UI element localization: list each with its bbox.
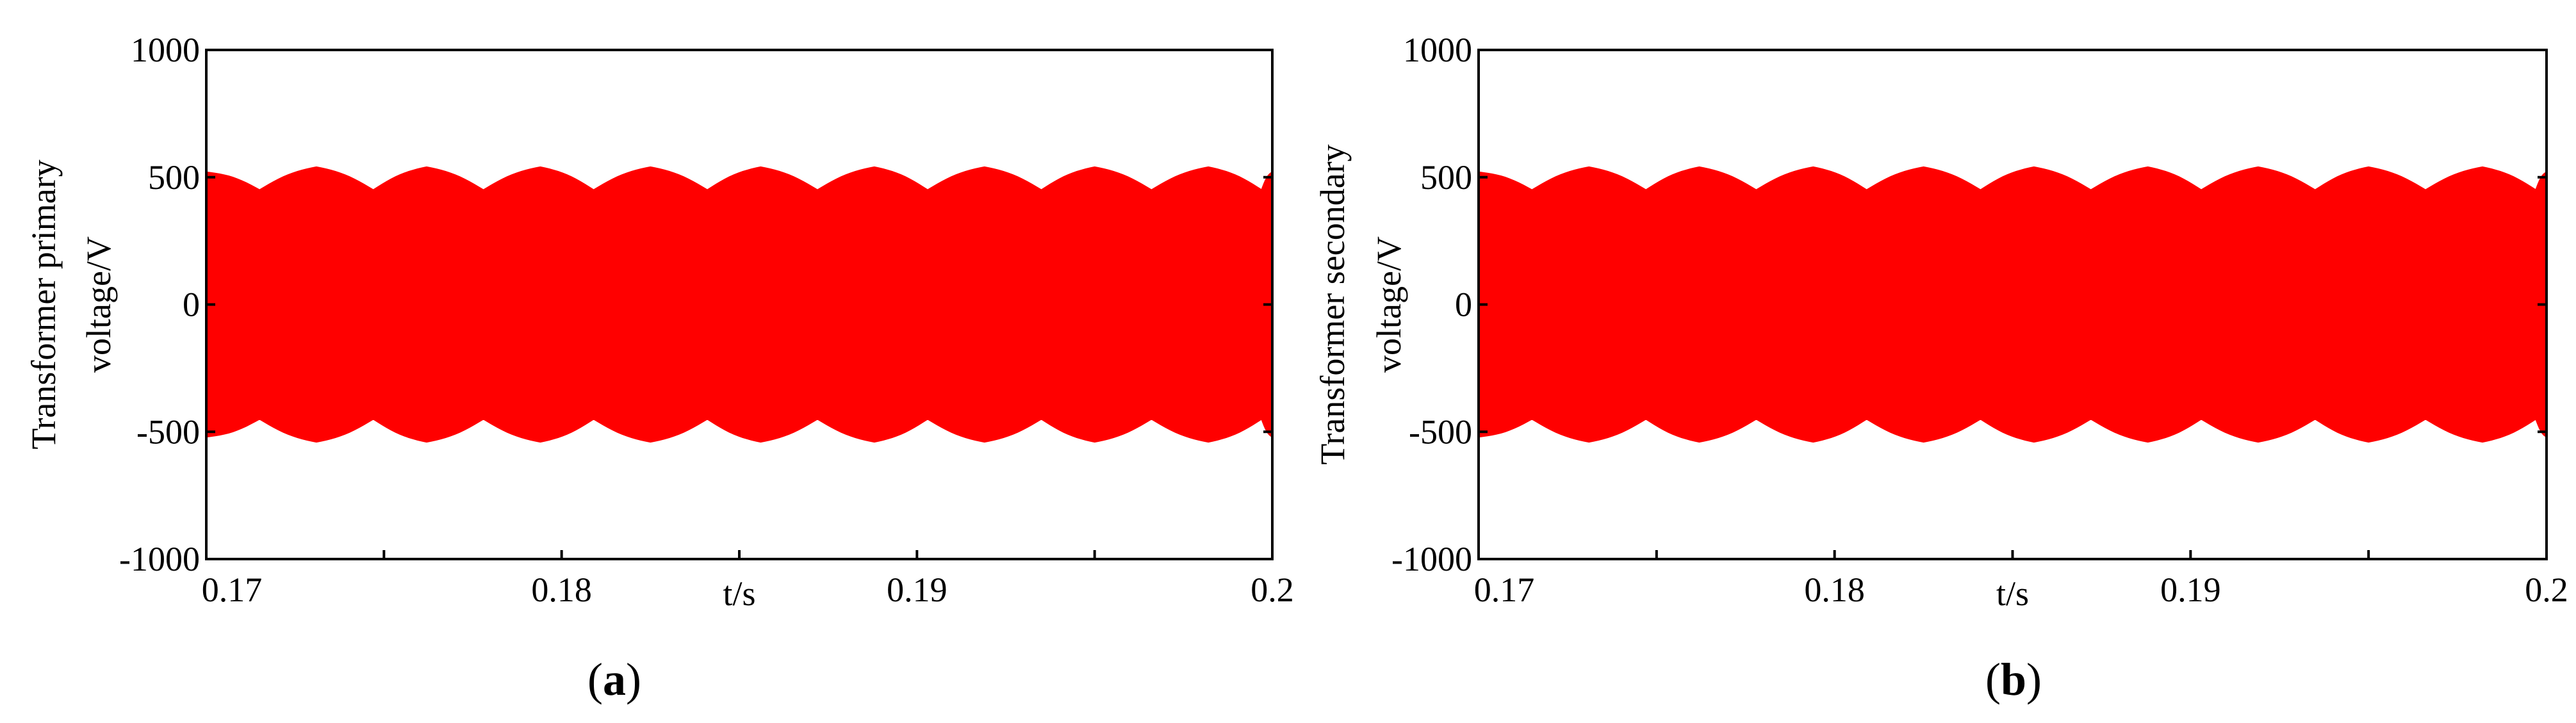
y-tick-label: 0 [1455, 286, 1472, 324]
y-tick-label: -1000 [119, 540, 200, 578]
y-tick-label: -500 [1409, 412, 1472, 451]
panel-label-b: (b) [1985, 654, 2042, 705]
x-tick-label: 0.17 [202, 571, 263, 609]
voltage-waveform-series [1478, 166, 2547, 443]
panel-label-a: (a) [587, 654, 641, 705]
y-tick-label: -1000 [1391, 540, 1472, 578]
x-axis-label: t/s [1996, 574, 2029, 613]
x-axis-label: t/s [723, 574, 755, 613]
x-tick-label: 0.19 [2160, 571, 2221, 609]
x-tick-label: 0.19 [887, 571, 948, 609]
y-axis-label-line: Transformer secondary [1313, 144, 1352, 464]
y-tick-label: -500 [136, 412, 200, 451]
y-axis-label-line: Transformer primary [24, 159, 63, 449]
voltage-waveform-series [206, 166, 1273, 443]
y-tick-label: 0 [183, 286, 200, 324]
x-tick-label: 0.18 [531, 571, 592, 609]
x-tick-label: 0.2 [1251, 571, 1294, 609]
x-tick-label: 0.2 [2525, 571, 2568, 609]
y-tick-label: 1000 [131, 31, 200, 69]
y-tick-label: 500 [148, 158, 200, 197]
x-tick-label: 0.17 [1474, 571, 1535, 609]
y-tick-label: 500 [1420, 158, 1472, 197]
x-tick-label: 0.18 [1804, 571, 1865, 609]
y-axis-label-line: voltage/V [1370, 236, 1408, 373]
y-axis-label-line: voltage/V [79, 236, 118, 373]
y-tick-label: 1000 [1403, 31, 1472, 69]
